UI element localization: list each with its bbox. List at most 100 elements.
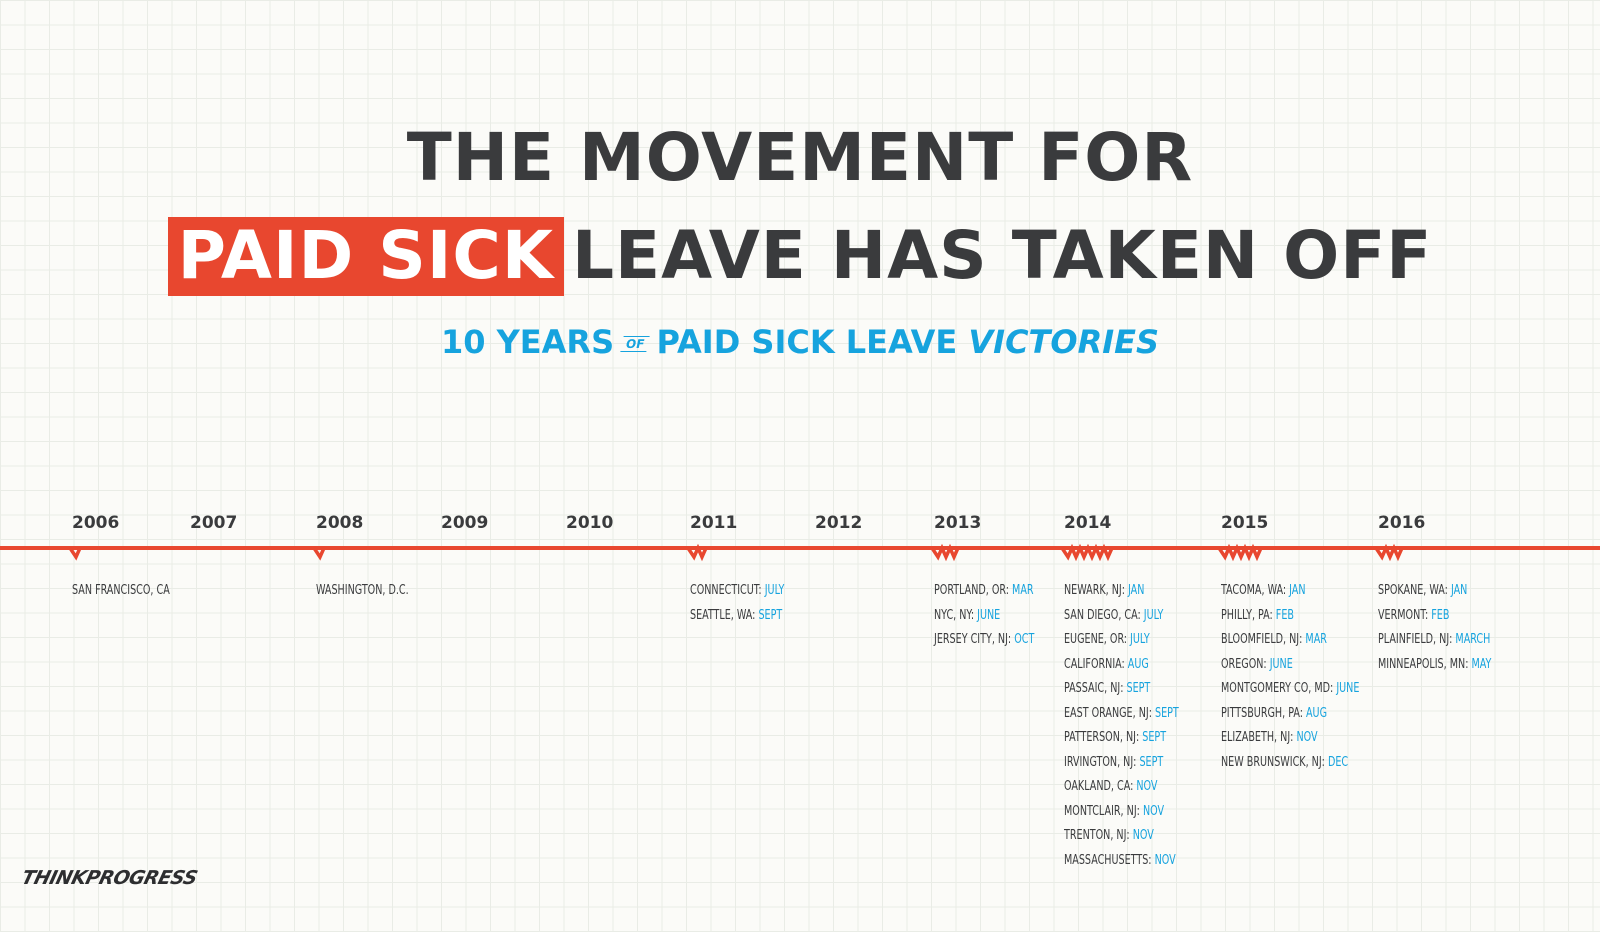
event-place: TACOMA, WA: <box>1221 583 1287 598</box>
event-place: TRENTON, NJ: <box>1064 828 1130 843</box>
subtitle-emphasis: VICTORIES <box>968 323 1160 361</box>
event-month: SEPT <box>1126 681 1151 696</box>
event-month: JAN <box>1289 583 1306 598</box>
event-place: OREGON: <box>1221 656 1267 672</box>
event-item: WASHINGTON, D.C. <box>316 579 409 604</box>
event-place: WASHINGTON, D.C. <box>316 583 409 598</box>
subtitle-part-1: 10 YEARS <box>440 323 615 361</box>
event-list-2014: NEWARK, NJ: JAN SAN DIEGO, CA: JULY EUGENE… <box>1064 579 1204 873</box>
event-month: JULY <box>1130 632 1150 647</box>
subtitle-of: OF <box>620 336 651 352</box>
event-item: SEATTLE, WA: SEPT <box>690 604 784 629</box>
event-place: SPOKANE, WA: <box>1378 583 1448 598</box>
year-label-2008: 2008 <box>316 513 364 533</box>
timeline-marker-2008 <box>312 547 326 561</box>
event-list-2008: WASHINGTON, D.C. <box>316 579 429 604</box>
event-month: JULY <box>1143 607 1164 623</box>
event-item: BLOOMFIELD, NJ: MAR <box>1221 628 1359 653</box>
event-month: MAR <box>1305 632 1327 647</box>
event-item: MONTGOMERY CO, MD: JUNE <box>1221 677 1359 702</box>
year-label-2012: 2012 <box>815 513 863 533</box>
event-place: IRVINGTON, NJ: <box>1064 754 1137 770</box>
event-place: NYC, NY: <box>934 607 975 623</box>
timeline-axis <box>0 543 1600 562</box>
event-place: SAN DIEGO, CA: <box>1064 607 1141 623</box>
timeline-marker-2014 <box>1060 543 1114 562</box>
event-place: SEATTLE, WA: <box>690 607 756 623</box>
event-place: MONTCLAIR, NJ: <box>1064 803 1140 819</box>
event-month: NOV <box>1154 852 1176 868</box>
year-label-2013: 2013 <box>934 513 982 533</box>
event-month: DEC <box>1327 754 1349 770</box>
event-item: NYC, NY: JUNE <box>934 604 1034 629</box>
event-month: NOV <box>1296 730 1318 745</box>
event-item: TRENTON, NJ: NOV <box>1064 824 1179 849</box>
timeline-marker-2016 <box>1374 543 1404 562</box>
event-month: JUNE <box>1336 681 1360 696</box>
event-month: MAR <box>1012 583 1034 598</box>
year-label-2009: 2009 <box>441 513 489 533</box>
event-place: CONNECTICUT: <box>690 583 762 598</box>
year-label-2007: 2007 <box>190 513 238 533</box>
event-list-2006: SAN FRANCISCO, CA <box>72 579 191 604</box>
event-place: CALIFORNIA: <box>1064 656 1125 672</box>
event-month: SEPT <box>758 607 783 623</box>
event-month: NOV <box>1132 828 1154 843</box>
subtitle-part-2: PAID SICK LEAVE <box>656 323 958 361</box>
event-list-2016: SPOKANE, WA: JAN VERMONT: FEB PLAINFIELD, … <box>1378 579 1516 677</box>
event-month: SEPT <box>1139 754 1164 770</box>
event-month: OCT <box>1014 632 1035 647</box>
event-item: SPOKANE, WA: JAN <box>1378 579 1491 604</box>
event-place: MASSACHUSETTS: <box>1064 852 1152 868</box>
year-label-2010: 2010 <box>566 513 614 533</box>
timeline-marker-2015 <box>1217 543 1263 562</box>
event-item: EUGENE, OR: JULY <box>1064 628 1179 653</box>
title-highlight: PAID SICK <box>167 217 564 296</box>
event-item: PATTERSON, NJ: SEPT <box>1064 726 1179 751</box>
event-item: CALIFORNIA: AUG <box>1064 653 1179 678</box>
event-item: PORTLAND, OR: MAR <box>934 579 1034 604</box>
event-item: JERSEY CITY, NJ: OCT <box>934 628 1034 653</box>
event-item: SAN DIEGO, CA: JULY <box>1064 604 1179 629</box>
thinkprogress-logo: THINKPROGRESS <box>19 867 200 889</box>
event-item: PHILLY, PA: FEB <box>1221 604 1359 629</box>
event-place: MONTGOMERY CO, MD: <box>1221 681 1334 696</box>
year-label-2006: 2006 <box>72 513 120 533</box>
event-place: EUGENE, OR: <box>1064 632 1128 647</box>
event-month: NOV <box>1136 779 1158 794</box>
event-place: MINNEAPOLIS, MN: <box>1378 656 1469 672</box>
event-place: EAST ORANGE, NJ: <box>1064 705 1152 721</box>
event-place: PLAINFIELD, NJ: <box>1378 632 1453 647</box>
year-label-2014: 2014 <box>1064 513 1112 533</box>
year-label-2016: 2016 <box>1378 513 1426 533</box>
event-month: JUNE <box>1269 656 1293 672</box>
event-place: PHILLY, PA: <box>1221 607 1273 623</box>
event-place: NEW BRUNSWICK, NJ: <box>1221 754 1325 770</box>
event-month: MARCH <box>1455 632 1491 647</box>
event-month: JAN <box>1128 583 1145 598</box>
event-item: OAKLAND, CA: NOV <box>1064 775 1179 800</box>
event-place: NEWARK, NJ: <box>1064 583 1125 598</box>
event-month: FEB <box>1431 607 1450 623</box>
title-line-2: PAID SICK LEAVE HAS TAKEN OFF <box>0 216 1600 296</box>
timeline-marker-2013 <box>930 543 960 562</box>
event-item: EAST ORANGE, NJ: SEPT <box>1064 702 1179 727</box>
event-place: SAN FRANCISCO, CA <box>72 583 170 598</box>
event-month: MAY <box>1471 656 1492 672</box>
event-place: OAKLAND, CA: <box>1064 779 1134 794</box>
event-item: NEWARK, NJ: JAN <box>1064 579 1179 604</box>
event-month: JUNE <box>977 607 1001 623</box>
event-item: PLAINFIELD, NJ: MARCH <box>1378 628 1491 653</box>
event-item: MINNEAPOLIS, MN: MAY <box>1378 653 1491 678</box>
event-item: OREGON: JUNE <box>1221 653 1359 678</box>
event-place: PATTERSON, NJ: <box>1064 730 1140 745</box>
event-item: PASSAIC, NJ: SEPT <box>1064 677 1179 702</box>
year-label-2015: 2015 <box>1221 513 1269 533</box>
event-month: AUG <box>1127 656 1149 672</box>
timeline-marker-2011 <box>686 543 708 562</box>
subtitle: 10 YEARS OF PAID SICK LEAVE VICTORIES <box>0 322 1600 362</box>
event-month: SEPT <box>1154 705 1179 721</box>
event-item: ELIZABETH, NJ: NOV <box>1221 726 1359 751</box>
event-item: VERMONT: FEB <box>1378 604 1491 629</box>
event-item: IRVINGTON, NJ: SEPT <box>1064 751 1179 776</box>
